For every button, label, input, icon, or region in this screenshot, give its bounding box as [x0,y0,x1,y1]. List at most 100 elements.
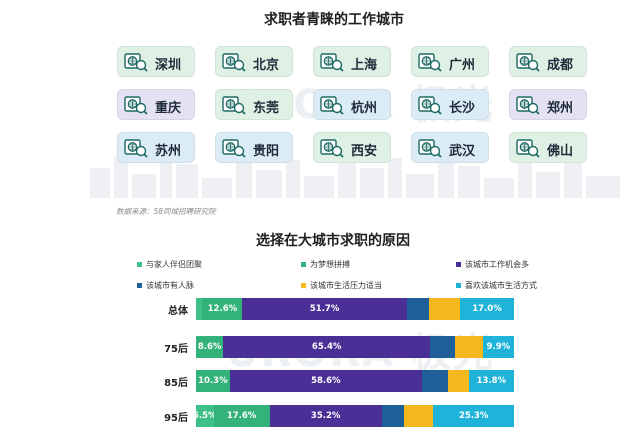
city-globe-search-icon [222,94,246,116]
bar-segment [429,298,460,320]
city-tile: 广州 [411,46,489,77]
city-name: 深圳 [155,58,182,73]
city-name: 苏州 [155,144,182,159]
bar-segment [406,298,430,320]
data-label: 17.0% [472,304,502,314]
bar-segment [196,370,230,392]
data-label: 65.4% [311,342,342,352]
legend-swatch [137,262,142,267]
data-label: 5.5% [192,411,217,421]
city-name: 上海 [351,58,378,73]
city-tile: 苏州 [117,132,195,163]
city-globe-search-icon [516,94,540,116]
data-label: 10.3% [198,376,228,386]
bar-segment [196,336,224,358]
city-globe-search-icon [222,137,246,159]
data-label: 35.2% [310,411,341,421]
city-tile: 西安 [313,132,391,163]
city-name: 贵阳 [253,144,280,159]
city-tile: 长沙 [411,89,489,120]
legend-swatch [456,283,461,288]
legend-item: 与家人伴侣团聚 [137,259,202,270]
city-globe-search-icon [124,51,148,73]
bar-segment [448,370,469,392]
legend-swatch [456,262,461,267]
city-tile: 佛山 [509,132,587,163]
city-globe-search-icon [320,51,344,73]
category-label: 95后 [164,413,188,424]
city-globe-search-icon [222,51,246,73]
city-name: 北京 [253,58,280,73]
data-label: 51.7% [309,304,340,314]
city-name: 东莞 [253,101,280,116]
legend-swatch [301,262,306,267]
bar-segment [404,405,434,427]
city-tile: 贵阳 [215,132,293,163]
data-label: 25.3% [458,411,489,421]
city-name: 长沙 [449,101,476,116]
city-tile: 杭州 [313,89,391,120]
legend-swatch [301,283,306,288]
city-globe-search-icon [516,51,540,73]
category-label: 总体 [168,306,188,317]
city-globe-search-icon [320,137,344,159]
city-name: 杭州 [351,101,378,116]
city-name: 郑州 [547,101,574,116]
legend-label: 该城市生活压力适当 [310,281,382,290]
bar-segment [202,298,243,320]
data-label: 8.6% [197,342,222,352]
data-label: 9.9% [486,342,511,352]
city-tile: 成都 [509,46,587,77]
bar-segment [459,298,514,320]
city-globe-search-icon [516,137,540,159]
legend-item: 该城市有人脉 [137,280,194,291]
city-tile: 郑州 [509,89,587,120]
data-label: 12.6% [207,304,238,314]
legend-swatch [137,283,142,288]
legend-label: 该城市有人脉 [146,281,194,290]
legend-item: 该城市生活压力适当 [301,280,382,291]
legend-item: 喜欢该城市生活方式 [456,280,537,291]
bar-segment [455,336,483,358]
city-tile: 北京 [215,46,293,77]
city-tile: 上海 [313,46,391,77]
city-name: 重庆 [155,101,182,116]
bar-segment [381,405,405,427]
city-globe-search-icon [418,51,442,73]
bar-segment [482,336,514,358]
legend-item: 为梦想拼搏 [301,259,350,270]
city-tile: 东莞 [215,89,293,120]
bar-segment [196,298,203,320]
bar-segment [421,370,449,392]
city-name: 成都 [547,58,574,73]
data-label: 58.6% [311,376,341,386]
category-label: 85后 [164,378,188,389]
bar-segment [242,298,407,320]
bar-segment [430,336,456,358]
cities-title: 求职者青睐的工作城市 [264,12,404,28]
city-globe-search-icon [418,137,442,159]
bar-segment [468,370,514,392]
city-tile: 深圳 [117,46,195,77]
bar-segment [213,405,270,427]
legend-label: 为梦想拼搏 [310,260,350,269]
data-label: 13.8% [476,376,507,386]
city-globe-search-icon [124,94,148,116]
city-globe-search-icon [320,94,344,116]
bar-segment [269,405,382,427]
skyline-decoration [90,146,620,198]
bar-segment [229,370,422,392]
bar-segment [223,336,431,358]
bar-segment [196,405,214,427]
city-tile: 重庆 [117,89,195,120]
city-name: 广州 [449,58,476,73]
city-name: 佛山 [547,144,574,159]
city-globe-search-icon [418,94,442,116]
bar-segment [433,405,514,427]
legend-label: 该城市工作机会多 [465,260,529,269]
data-label: 17.6% [226,411,257,421]
legend-label: 与家人伴侣团聚 [146,260,202,269]
legend-label: 喜欢该城市生活方式 [465,281,537,290]
city-name: 武汉 [449,144,476,159]
chart-title: 选择在大城市求职的原因 [256,233,410,249]
